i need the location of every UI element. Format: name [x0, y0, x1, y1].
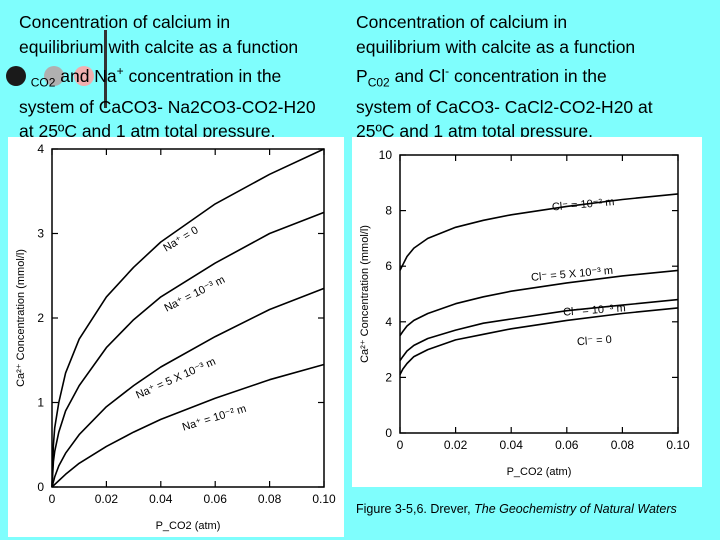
figure-credit: Figure 3-5,6. Drever, The Geochemistry o…: [356, 502, 677, 516]
y-tick-label: 4: [37, 142, 44, 156]
x-tick-label: 0.08: [611, 438, 635, 452]
left-caption-na: and Na: [55, 65, 117, 86]
left-caption-line2: equilibrium with calcite as a function: [19, 36, 299, 57]
right-caption-sub: C02: [367, 75, 390, 90]
y-tick-label: 4: [385, 315, 392, 329]
left-caption-line3: PCO2 and Na+ concentration in the: [19, 59, 316, 95]
right-caption-line4: system of CaCO3- CaCl2-CO2-H20 at: [356, 96, 653, 117]
left-caption-line4: system of CaCO3- Na2CO3-CO2-H20: [19, 96, 316, 117]
right-chart-panel: 0 2 4 6 8 10 0 0.02 0.04 0.06 0.08 0.10 Ca²⁺ Concent…: [352, 137, 702, 487]
x-axis-label: P_CO2 (atm): [156, 520, 221, 532]
x-tick-label: 0.02: [444, 438, 468, 452]
y-tick-label: 6: [385, 259, 392, 273]
series-label: Cl⁻ = 5 X 10⁻³ m: [531, 265, 614, 284]
y-tick-label: 1: [37, 396, 44, 410]
right-caption-p: P: [356, 65, 368, 86]
right-caption: Concentration of calcium in equilibrium …: [356, 10, 653, 144]
vertical-bar-decoration: [104, 30, 107, 108]
left-caption-line1: Concentration of calcium in: [19, 12, 231, 32]
series-label: Na⁺ = 0: [161, 224, 200, 254]
left-chart: 0 1 2 3 4 0 0.02 0.04 0.06 0.08 0.10 Ca²⁺ Concentra…: [15, 142, 336, 532]
left-caption: Concentration of calcium in equilibrium …: [19, 10, 316, 144]
series-line: [399, 269, 679, 337]
credit-prefix: Figure 3-5,6. Drever,: [356, 502, 475, 516]
x-tick-label: 0: [49, 492, 56, 506]
pink-dot-decoration: [74, 66, 94, 86]
y-tick-label: 0: [385, 426, 392, 440]
right-caption-line5: 25ºC and 1 atm total pressure.: [356, 121, 593, 142]
series-line: [51, 211, 325, 488]
y-tick-label: 2: [37, 311, 44, 325]
y-tick-label: 10: [379, 148, 393, 162]
plot-frame: [399, 154, 679, 434]
left-caption-concentration: concentration in the: [123, 65, 282, 86]
y-tick-label: 8: [385, 204, 392, 218]
x-tick-label: 0.04: [500, 438, 524, 452]
x-tick-label: 0.06: [555, 438, 579, 452]
x-tick-label: 0.06: [204, 492, 228, 506]
series-label: Cl⁻ = 10⁻² m: [551, 196, 614, 213]
y-axis-label: Ca²⁺ Concentration (mmol/l): [359, 225, 371, 363]
y-tick-label: 0: [37, 480, 44, 494]
right-caption-concentration: concentration in the: [449, 65, 607, 86]
right-caption-line2: equilibrium with calcite as a function: [356, 36, 636, 57]
x-tick-label: 0.10: [312, 492, 336, 506]
grey-dot-decoration: [44, 66, 64, 86]
x-tick-label: 0.04: [149, 492, 173, 506]
y-tick-label: 2: [385, 370, 392, 384]
dark-dot-decoration: [6, 66, 26, 86]
right-caption-line1: Concentration of calcium in: [356, 12, 568, 32]
right-caption-cl: and Cl: [389, 65, 446, 86]
series-line: [51, 148, 325, 488]
x-tick-label: 0.02: [95, 492, 119, 506]
left-caption-sup: +: [116, 64, 124, 78]
x-tick-label: 0: [397, 438, 404, 452]
right-caption-line3: PC02 and Cl- concentration in the: [356, 59, 653, 95]
right-caption-sup: -: [445, 64, 450, 78]
series-line: [399, 307, 679, 375]
left-caption-line5: at 25ºC and 1 atm total pressure.: [19, 121, 276, 142]
series-line: [51, 287, 325, 488]
y-tick-label: 3: [37, 227, 44, 241]
y-axis-label: Ca²⁺ Concentration (mmol/l): [15, 249, 27, 387]
x-tick-label: 0.10: [666, 438, 690, 452]
x-axis-label: P_CO2 (atm): [507, 466, 572, 478]
series-label: Cl⁻ = 0: [577, 334, 613, 348]
x-tick-label: 0.08: [258, 492, 282, 506]
series-line: [399, 193, 679, 271]
series-line: [51, 363, 325, 488]
series-label: Na⁺ = 10⁻³ m: [163, 274, 228, 315]
credit-book-title: The Geochemistry of Natural Waters: [474, 502, 677, 516]
left-chart-panel: 0 1 2 3 4 0 0.02 0.04 0.06 0.08 0.10 Ca²⁺ Concentra…: [8, 137, 344, 537]
series-line: [399, 298, 679, 362]
right-chart: 0 2 4 6 8 10 0 0.02 0.04 0.06 0.08 0.10 Ca²⁺ Concent…: [359, 148, 690, 478]
series-label: Na⁺ = 5 X 10⁻³ m: [134, 356, 217, 402]
left-caption-sub: CO2: [30, 75, 56, 90]
